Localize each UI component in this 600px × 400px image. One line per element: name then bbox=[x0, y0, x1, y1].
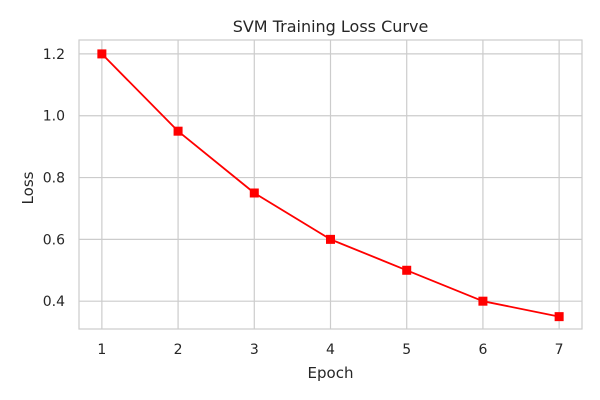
data-point-marker bbox=[97, 49, 107, 59]
x-tick-label: 3 bbox=[250, 342, 259, 358]
y-tick-label: 0.4 bbox=[43, 294, 65, 310]
x-tick-labels: 1 2 3 4 5 6 7 bbox=[97, 342, 563, 358]
x-axis-label: Epoch bbox=[308, 364, 354, 382]
x-tick-label: 6 bbox=[478, 342, 487, 358]
y-tick-label: 0.8 bbox=[43, 171, 65, 187]
data-point-marker bbox=[173, 126, 183, 136]
y-tick-label: 0.6 bbox=[43, 232, 65, 248]
data-point-marker bbox=[402, 265, 412, 275]
x-tick-label: 2 bbox=[174, 342, 183, 358]
chart-title: SVM Training Loss Curve bbox=[233, 17, 429, 36]
data-point-marker bbox=[326, 234, 335, 244]
y-tick-label: 1.0 bbox=[43, 109, 65, 125]
y-axis-label: Loss bbox=[19, 171, 37, 204]
data-point-marker bbox=[249, 188, 259, 198]
grid-lines bbox=[79, 40, 582, 329]
y-tick-label: 1.2 bbox=[43, 47, 65, 63]
x-tick-label: 1 bbox=[97, 342, 106, 358]
plot-frame bbox=[78, 39, 583, 330]
data-point-marker bbox=[554, 312, 564, 322]
data-point-marker bbox=[478, 296, 488, 306]
x-tick-label: 5 bbox=[402, 342, 411, 358]
y-tick-labels: 0.4 0.6 0.8 1.0 1.2 bbox=[43, 47, 65, 310]
x-tick-label: 4 bbox=[326, 342, 335, 358]
x-tick-label: 7 bbox=[555, 342, 564, 358]
series-group bbox=[97, 49, 564, 322]
